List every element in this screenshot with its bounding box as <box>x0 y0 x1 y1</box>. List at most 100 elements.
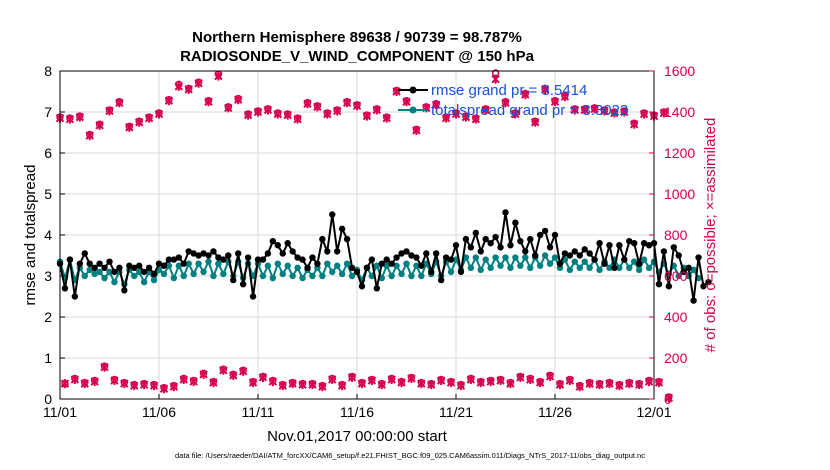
spread-point <box>477 266 484 274</box>
obs-assimilated-point <box>308 380 317 390</box>
obs-assimilated-point <box>194 78 203 88</box>
left-tick-label: 5 <box>44 186 52 202</box>
obs-assimilated-point <box>644 377 654 387</box>
rmse-point <box>428 268 435 276</box>
obs-assimilated-point <box>298 380 307 390</box>
spread-point <box>606 264 613 271</box>
spread-point <box>348 272 356 280</box>
obs-assimilated-point <box>179 375 188 385</box>
spread-point <box>86 266 93 274</box>
rmse-point <box>106 258 113 265</box>
spread-point <box>334 262 341 269</box>
rmse-point <box>348 264 356 271</box>
obs-assimilated-point <box>233 95 243 105</box>
rmse-point <box>86 260 93 267</box>
obs-assimilated-point <box>664 393 674 403</box>
rmse-point <box>66 256 74 263</box>
rmse-point <box>705 278 712 286</box>
rmse-point <box>532 252 539 259</box>
spread-point <box>645 264 653 271</box>
rmse-point <box>225 252 232 259</box>
spread-point <box>81 272 88 280</box>
rmse-point <box>111 268 118 276</box>
spread-point <box>487 264 494 271</box>
spread-point <box>467 264 475 271</box>
rmse-point <box>680 268 687 276</box>
spread-point <box>299 274 306 282</box>
rmse-point <box>675 252 682 259</box>
obs-assimilated-point <box>471 114 481 124</box>
rmse-point <box>566 252 574 259</box>
obs-assimilated-point <box>224 103 233 113</box>
rmse-point <box>512 219 519 226</box>
obs-assimilated-point <box>511 109 520 119</box>
obs-assimilated-point <box>397 378 406 388</box>
rmse-point <box>294 254 301 261</box>
obs-assimilated-point <box>570 105 580 115</box>
obs-assimilated-point <box>120 379 129 389</box>
spread-point <box>264 262 272 269</box>
rmse-point <box>665 283 673 290</box>
rmse-point <box>145 264 153 271</box>
obs-assimilated-point <box>258 372 268 382</box>
obs-assimilated-point <box>654 378 664 388</box>
left-tick-label: 6 <box>44 145 52 161</box>
obs-assimilated-point <box>278 381 287 391</box>
obs-assimilated-point <box>417 379 426 389</box>
spread-point <box>343 260 351 267</box>
obs-assimilated-point <box>382 113 391 123</box>
rmse-point <box>433 250 440 257</box>
obs-assimilated-point <box>585 379 594 389</box>
rmse-point <box>274 242 281 249</box>
rmse-point <box>284 240 291 247</box>
obs-assimilated-point <box>229 370 238 380</box>
x-axis-ticks: 11/01 11/06 11/11 11/16 11/21 11/26 12/01 <box>43 394 672 420</box>
obs-assimilated-point <box>253 107 263 117</box>
rmse-point <box>96 260 103 267</box>
spread-point <box>398 270 405 278</box>
rmse-point <box>230 276 237 284</box>
rmse-point <box>343 235 351 243</box>
rmse-point <box>457 268 465 276</box>
spread-point <box>418 272 425 280</box>
spread-point <box>631 258 638 265</box>
rmse-point <box>586 250 593 257</box>
rmse-point <box>71 293 79 300</box>
obs-assimilated-point <box>595 380 604 390</box>
right-axis-ticks: 0 200 400 600 800 1000 1200 1400 1600 <box>649 63 695 407</box>
rmse-point <box>551 231 559 239</box>
spread-point <box>635 266 643 274</box>
spread-point <box>170 274 178 282</box>
rmse-point <box>353 268 361 276</box>
spread-point <box>259 272 267 280</box>
spread-point <box>101 274 108 282</box>
spread-point <box>279 270 286 278</box>
rmse-point <box>329 211 336 218</box>
rmse-point <box>150 270 158 278</box>
rmse-point <box>695 254 702 261</box>
obs-assimilated-point <box>293 114 302 124</box>
obs-assimilated-point <box>90 377 99 387</box>
right-tick-label: 1200 <box>664 145 695 161</box>
obs-assimilated-point <box>209 378 218 388</box>
spread-point <box>512 254 519 261</box>
spread-point <box>373 262 380 269</box>
spread-point <box>492 254 499 261</box>
left-tick-label: 0 <box>44 391 52 407</box>
obs-assimilated-point <box>273 109 283 119</box>
obs-assimilated-point <box>80 379 89 389</box>
obs-assimilated-point <box>565 376 575 386</box>
spread-point <box>111 278 118 286</box>
obs-assimilated-point <box>486 377 495 387</box>
obs-assimilated-point <box>110 376 119 386</box>
obs-assimilated-point <box>639 109 649 119</box>
rmse-point <box>388 260 395 267</box>
obs-assimilated-point <box>402 97 411 107</box>
rmse-point <box>685 264 692 271</box>
rmse-point <box>423 250 430 257</box>
spread-point <box>536 262 544 269</box>
rmse-point <box>200 250 207 257</box>
obs-assimilated-point <box>159 384 169 394</box>
rmse-point <box>304 264 311 271</box>
obs-assimilated-point <box>332 106 342 116</box>
